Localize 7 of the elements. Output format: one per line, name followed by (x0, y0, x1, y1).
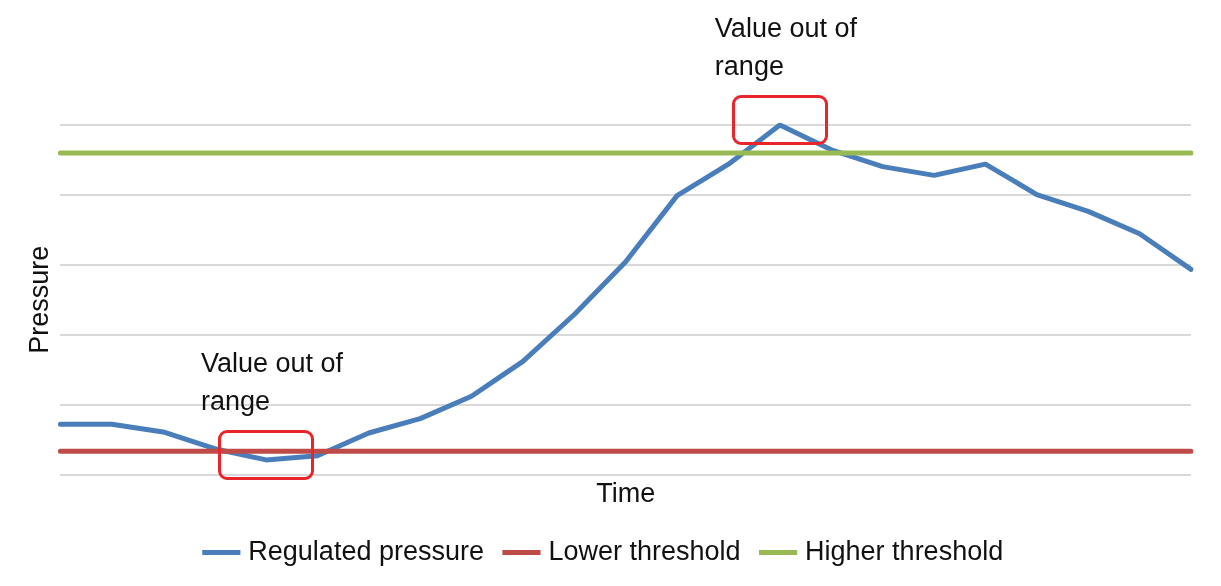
legend-label: Regulated pressure (248, 535, 484, 566)
x-axis-title: Time (596, 478, 656, 509)
annotation: Value out of range (200, 346, 345, 418)
legend-label: Lower threshold (548, 535, 741, 566)
y-axis-title: Pressure (23, 245, 54, 354)
legend-label: Higher threshold (805, 535, 1004, 566)
text: Value out of range (714, 12, 858, 83)
